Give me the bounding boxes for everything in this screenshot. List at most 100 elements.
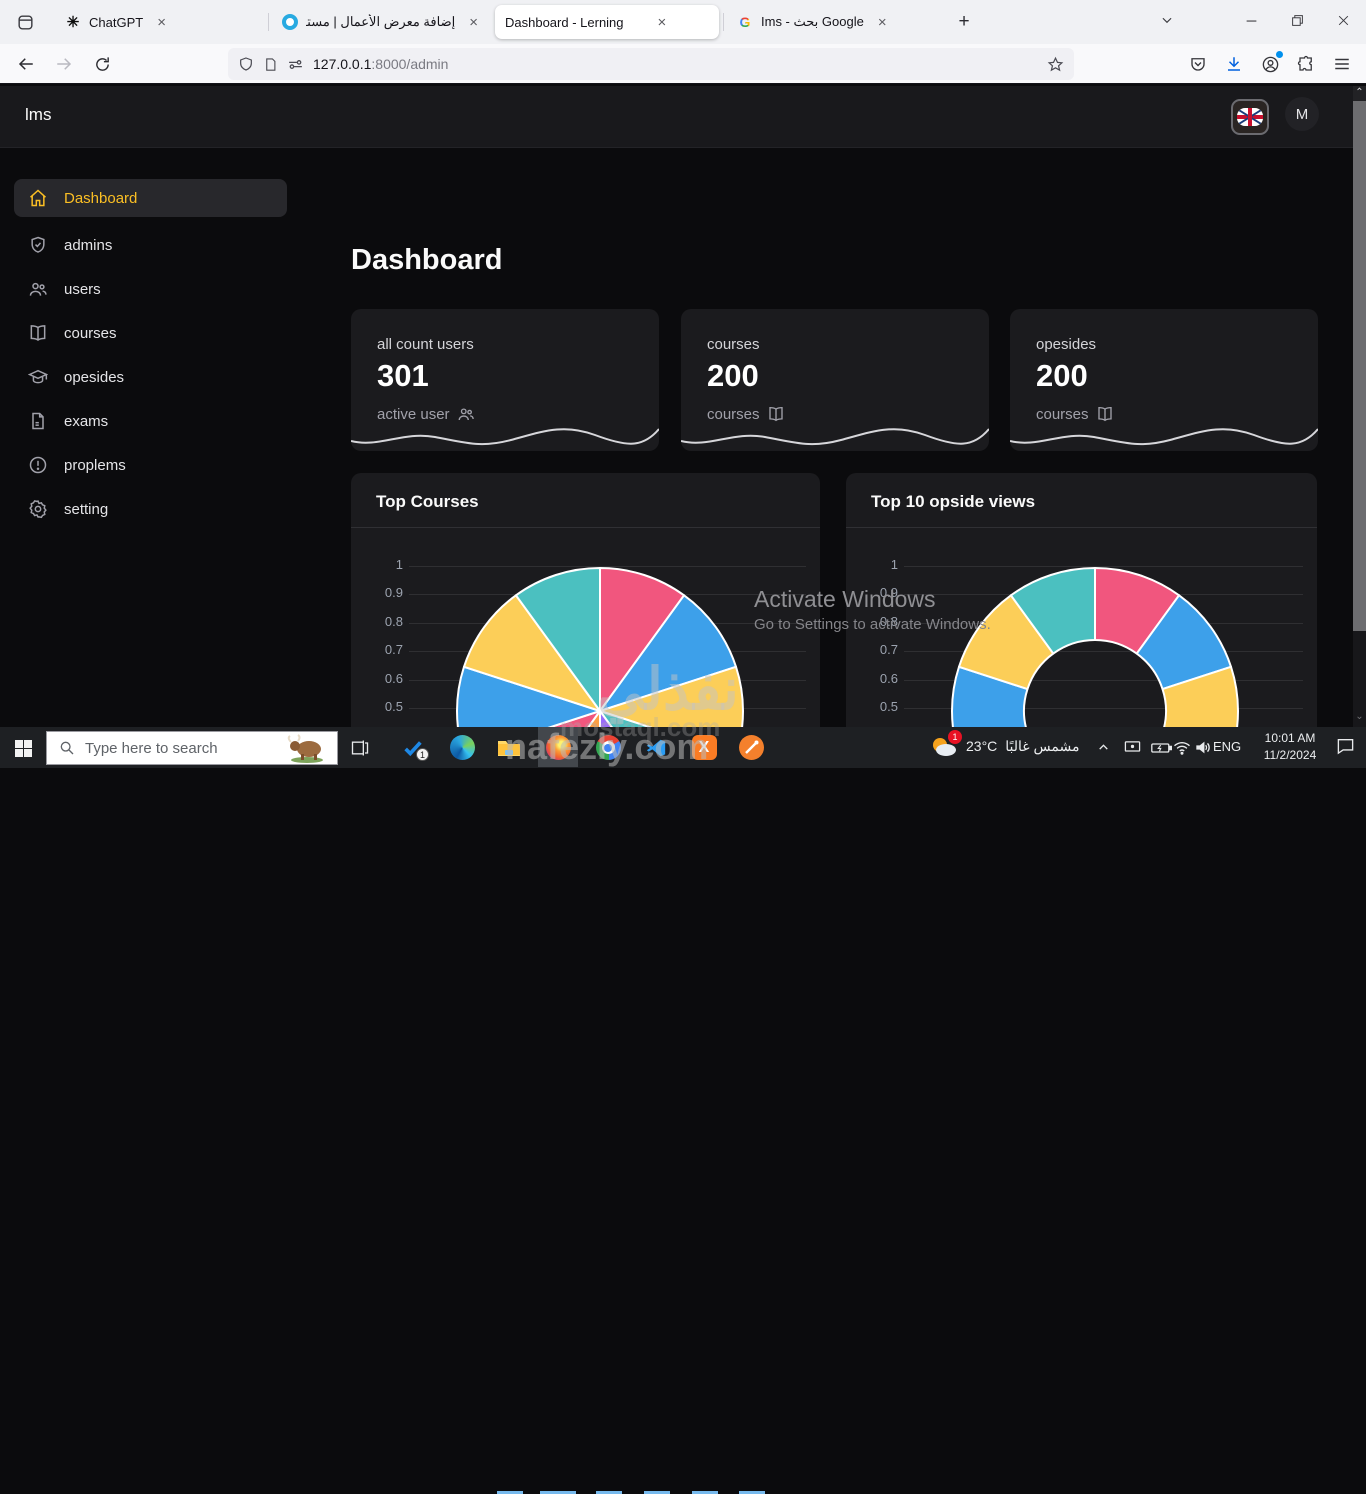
sparkline-wave bbox=[351, 428, 659, 446]
book-icon bbox=[1096, 405, 1114, 423]
stat-card-courses: courses 200 courses bbox=[681, 309, 989, 451]
y-axis-tick: 1 bbox=[890, 557, 898, 572]
chrome-browser-icon[interactable] bbox=[588, 732, 628, 763]
sidebar-item-users[interactable]: users bbox=[14, 270, 287, 308]
pie-slice[interactable] bbox=[456, 665, 601, 727]
list-tabs-chevron-icon[interactable] bbox=[1144, 0, 1190, 40]
action-center-icon[interactable] bbox=[1336, 737, 1355, 755]
bookmark-star-icon[interactable] bbox=[1047, 56, 1064, 73]
start-button[interactable] bbox=[10, 735, 36, 761]
pie-chart-top-courses[interactable]: 10.90.80.70.60.50.40.3 bbox=[351, 529, 820, 727]
account-icon[interactable] bbox=[1254, 48, 1286, 80]
stat-value: 200 bbox=[1036, 358, 1088, 393]
taskbar-weather[interactable]: 1 23°C مشمس غالبًا bbox=[930, 730, 1079, 759]
page-info-icon[interactable] bbox=[263, 57, 278, 72]
sidebar-item-dashboard[interactable]: Dashboard bbox=[14, 179, 287, 217]
sidebar-item-proplems[interactable]: proplems bbox=[14, 446, 287, 484]
todo-check-app-icon[interactable]: 1 bbox=[393, 732, 433, 763]
pie-slice[interactable] bbox=[1009, 567, 1096, 655]
brand-logo[interactable]: lms bbox=[25, 105, 52, 124]
downloads-icon[interactable] bbox=[1218, 48, 1250, 80]
taskbar-clock[interactable]: 10:01 AM 11/2/2024 bbox=[1252, 730, 1328, 764]
tab-close-icon[interactable]: × bbox=[877, 13, 887, 31]
pocket-icon[interactable] bbox=[1182, 48, 1214, 80]
url-bar[interactable]: 127.0.0.1:8000/admin bbox=[228, 48, 1074, 80]
window-close-button[interactable] bbox=[1320, 0, 1366, 40]
book-icon bbox=[767, 405, 785, 423]
pie-slice[interactable] bbox=[599, 665, 744, 727]
tab-close-icon[interactable]: × bbox=[157, 13, 166, 31]
tab-close-icon[interactable]: × bbox=[657, 13, 667, 31]
tab-close-icon[interactable]: × bbox=[469, 13, 478, 31]
lightshot-app-icon[interactable] bbox=[731, 732, 771, 763]
pie-slice[interactable] bbox=[464, 710, 601, 727]
pie-slice[interactable] bbox=[514, 567, 601, 712]
cast-screen-icon[interactable] bbox=[1118, 732, 1146, 763]
forward-icon[interactable] bbox=[48, 48, 80, 80]
volume-icon[interactable] bbox=[1188, 732, 1218, 763]
file-explorer-icon[interactable] bbox=[489, 732, 529, 763]
tab-chatgpt[interactable]: ✳ ChatGPT × bbox=[55, 5, 265, 39]
ox-illustration-icon bbox=[287, 734, 323, 763]
sidebar-item-admins[interactable]: admins bbox=[14, 226, 287, 264]
tab-mostaql[interactable]: إضافة معرض الأعمال | مستقل × bbox=[272, 5, 488, 39]
stat-label: all count users bbox=[377, 336, 474, 353]
pie-slice[interactable] bbox=[599, 710, 684, 727]
firefox-view-icon[interactable] bbox=[8, 8, 42, 36]
sidebar-item-label: admins bbox=[64, 236, 113, 254]
user-avatar[interactable]: M bbox=[1285, 97, 1319, 131]
sparkline-wave bbox=[1010, 428, 1318, 446]
sidebar-item-exams[interactable]: exams bbox=[14, 402, 287, 440]
pie-slice[interactable] bbox=[599, 567, 686, 712]
window-restore-button[interactable] bbox=[1274, 0, 1320, 40]
url-text[interactable]: 127.0.0.1:8000/admin bbox=[313, 56, 449, 72]
pie-slice[interactable] bbox=[599, 710, 736, 727]
language-indicator[interactable]: ENG bbox=[1213, 739, 1242, 754]
pie-slice[interactable] bbox=[462, 594, 601, 712]
firefox-browser-icon[interactable] bbox=[538, 727, 578, 767]
window-minimize-button[interactable] bbox=[1228, 0, 1274, 40]
sidebar-item-courses[interactable]: courses bbox=[14, 314, 287, 352]
pie-slice[interactable] bbox=[1161, 665, 1239, 727]
task-view-icon[interactable] bbox=[340, 732, 380, 763]
y-axis-tick: 0.8 bbox=[879, 613, 898, 629]
xampp-app-icon[interactable]: X bbox=[684, 732, 724, 763]
shield-icon[interactable] bbox=[238, 56, 254, 72]
pie-slice[interactable] bbox=[599, 594, 738, 712]
y-axis-tick: 0.8 bbox=[384, 613, 403, 629]
tab-title: إضافة معرض الأعمال | مستقل bbox=[306, 14, 456, 29]
donut-chart-opside-views[interactable]: 10.90.80.70.60.50.40.3 bbox=[846, 529, 1317, 727]
tab-google-search[interactable]: G Ims - بحث Google × bbox=[727, 5, 937, 39]
language-flag-button[interactable] bbox=[1231, 99, 1269, 135]
page-scrollbar[interactable]: ⌃ ⌄ bbox=[1353, 86, 1366, 727]
menu-hamburger-icon[interactable] bbox=[1326, 48, 1358, 80]
chart-card-opside-views: Top 10 opside views 10.90.80.70.60.50.40… bbox=[846, 473, 1317, 727]
new-tab-button[interactable]: + bbox=[958, 11, 970, 32]
google-icon: G bbox=[737, 14, 753, 30]
edge-browser-icon[interactable] bbox=[442, 732, 482, 763]
wifi-icon[interactable] bbox=[1168, 732, 1196, 763]
scrollbar-down-icon[interactable]: ⌄ bbox=[1355, 711, 1364, 722]
scrollbar-thumb[interactable] bbox=[1353, 101, 1366, 631]
sidebar-nav: Dashboard admins users courses opesides … bbox=[0, 148, 318, 727]
gridline bbox=[409, 566, 806, 567]
extensions-puzzle-icon[interactable] bbox=[1290, 48, 1322, 80]
sidebar-item-setting[interactable]: setting bbox=[14, 490, 287, 528]
permissions-icon[interactable] bbox=[287, 56, 304, 73]
vscode-app-icon[interactable] bbox=[636, 732, 676, 763]
weather-temp: 23°C bbox=[966, 738, 998, 754]
stat-value: 200 bbox=[707, 358, 759, 393]
uk-flag-icon bbox=[1237, 108, 1263, 126]
y-axis-tick: 0.6 bbox=[879, 670, 898, 686]
search-icon bbox=[60, 741, 74, 755]
tray-expand-chevron-icon[interactable] bbox=[1088, 732, 1118, 763]
sidebar-item-label: opesides bbox=[64, 368, 125, 386]
taskbar-search-input[interactable]: Type here to search bbox=[46, 731, 338, 765]
scrollbar-up-icon[interactable]: ⌃ bbox=[1353, 86, 1366, 101]
gridline bbox=[904, 708, 1303, 710]
battery-icon[interactable] bbox=[1146, 732, 1176, 763]
tab-dashboard-active[interactable]: Dashboard - Lerning × bbox=[495, 5, 719, 39]
back-icon[interactable] bbox=[10, 48, 42, 80]
reload-icon[interactable] bbox=[86, 48, 118, 80]
sidebar-item-opesides[interactable]: opesides bbox=[14, 358, 287, 396]
